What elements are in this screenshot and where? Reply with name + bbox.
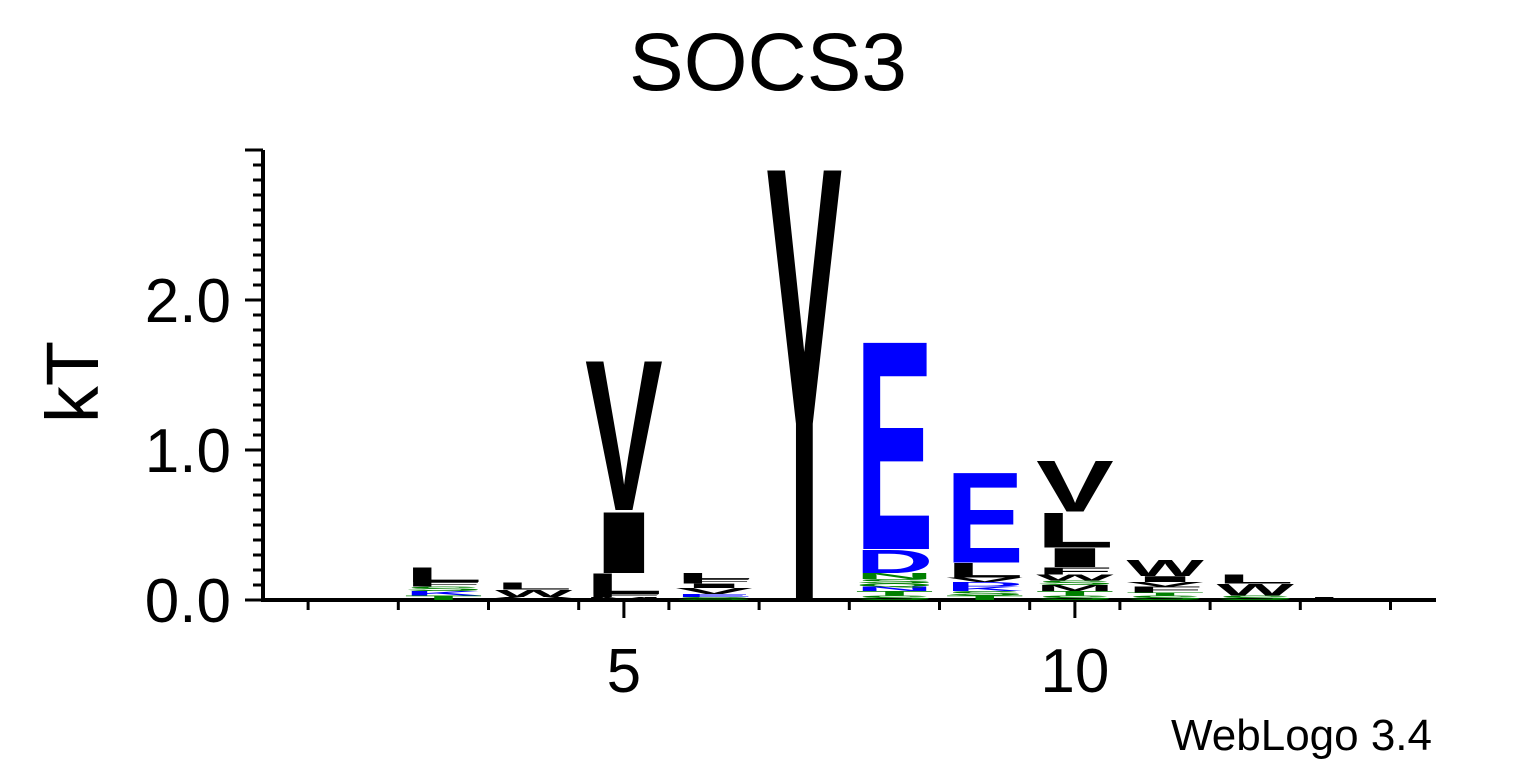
logo-letter-s-pos-3: S: [404, 585, 482, 592]
logo-letter-v-pos-11: V: [1126, 581, 1204, 588]
logo-letter-k-pos-9: K: [946, 585, 1024, 592]
x-axis: 5 10: [261, 598, 1436, 706]
logo-letter-f-pos-10: F: [1036, 565, 1114, 577]
logo-letter-n-pos-8: N: [855, 585, 933, 592]
chart-title: SOCS3: [629, 17, 907, 108]
logo-letter-d-pos-8: D: [855, 543, 933, 580]
logo-letter-t-pos-11: T: [1126, 592, 1204, 597]
logo-letter-l-pos-6: L: [675, 571, 753, 580]
y-tick-label: 2.0: [145, 267, 231, 336]
logo-letter-f-pos-11: F: [1126, 585, 1204, 594]
logo-letter-t-pos-9: T: [946, 594, 1024, 601]
logo-letter-f-pos-5: F: [585, 593, 663, 598]
logo-letter-s-pos-8: S: [855, 594, 933, 601]
logo-letter-e-pos-9: E: [946, 446, 1024, 591]
logo-letter-s-pos-9: S: [946, 590, 1024, 597]
logo-letter-i-pos-6: I: [675, 582, 753, 589]
logo-letter-i-pos-5: I: [585, 494, 663, 592]
logo-letter-t-pos-8: T: [856, 590, 934, 597]
logo-letter-e-pos-8: E: [856, 279, 934, 614]
logo-letter-w-pos-12: W: [1217, 580, 1295, 599]
logo-letter-l-pos-12: L: [1216, 572, 1294, 586]
logo-letter-t-pos-3: T: [405, 594, 483, 601]
y-axis-label: kT: [31, 341, 114, 423]
weblogo-version-label: WebLogo 3.4: [1171, 711, 1432, 760]
logo-letter-i-pos-10: I: [1036, 543, 1114, 573]
logo-letter-v-pos-5: V: [585, 315, 663, 556]
logo-letter-q-pos-8: Q: [856, 583, 934, 588]
logo-letter-n-pos-8: N: [855, 572, 933, 581]
logo-letter-v-pos-4: V: [495, 596, 573, 601]
logo-letter-l-pos-10: L: [1036, 502, 1114, 558]
logo-letter-l-pos-13: L: [1307, 596, 1385, 601]
logo-letter-s-pos-10: S: [1036, 579, 1114, 586]
logo-letter-v-pos-10: V: [1036, 445, 1114, 527]
logo-letter-s-pos-8: S: [855, 578, 933, 585]
logo-letter-t-pos-10: T: [1036, 590, 1114, 597]
logo-letter-l-pos-9: L: [946, 559, 1024, 582]
logo-letter-v-pos-9: V: [946, 576, 1024, 583]
logo-letter-e-pos-6: E: [675, 593, 753, 598]
logo-letter-w-pos-4: W: [495, 588, 574, 600]
y-tick-label: 0.0: [145, 567, 231, 636]
logo-letter-f-pos-3: F: [405, 581, 483, 588]
logo-letter-v-pos-6: V: [675, 586, 753, 595]
x-tick-label: 5: [607, 637, 641, 706]
logo-letter-l-pos-3: L: [405, 563, 483, 586]
logo-letter-s-pos-10: S: [1036, 594, 1114, 601]
y-tick-label: 1.0: [145, 417, 231, 486]
logo-letter-m-pos-10: M: [1036, 584, 1114, 593]
y-axis: 0.0 1.0 2.0: [145, 148, 265, 636]
logo-letter-i-pos-11: I: [1126, 574, 1204, 583]
logo-letter-l-pos-4: L: [495, 580, 573, 592]
logo-letter-w-pos-11: W: [1126, 555, 1204, 581]
logo-letter-w-pos-10: W: [1036, 573, 1115, 582]
logo-letter-d-pos-9: D: [946, 581, 1024, 588]
logo-letter-s-pos-11: S: [1126, 594, 1204, 601]
logo-letter-s-pos-12: S: [1216, 594, 1294, 601]
logo-letter-f-pos-6: F: [675, 578, 753, 585]
logo-letter-k-pos-3: K: [404, 590, 482, 597]
logo-letter-s-pos-6: S: [675, 596, 753, 601]
x-tick-label: 10: [1040, 637, 1109, 706]
logo-letter-m-pos-5: M: [585, 596, 663, 601]
logo-letter-y-pos-7: Y: [765, 36, 843, 734]
logo-letter-l-pos-5: L: [585, 567, 663, 600]
